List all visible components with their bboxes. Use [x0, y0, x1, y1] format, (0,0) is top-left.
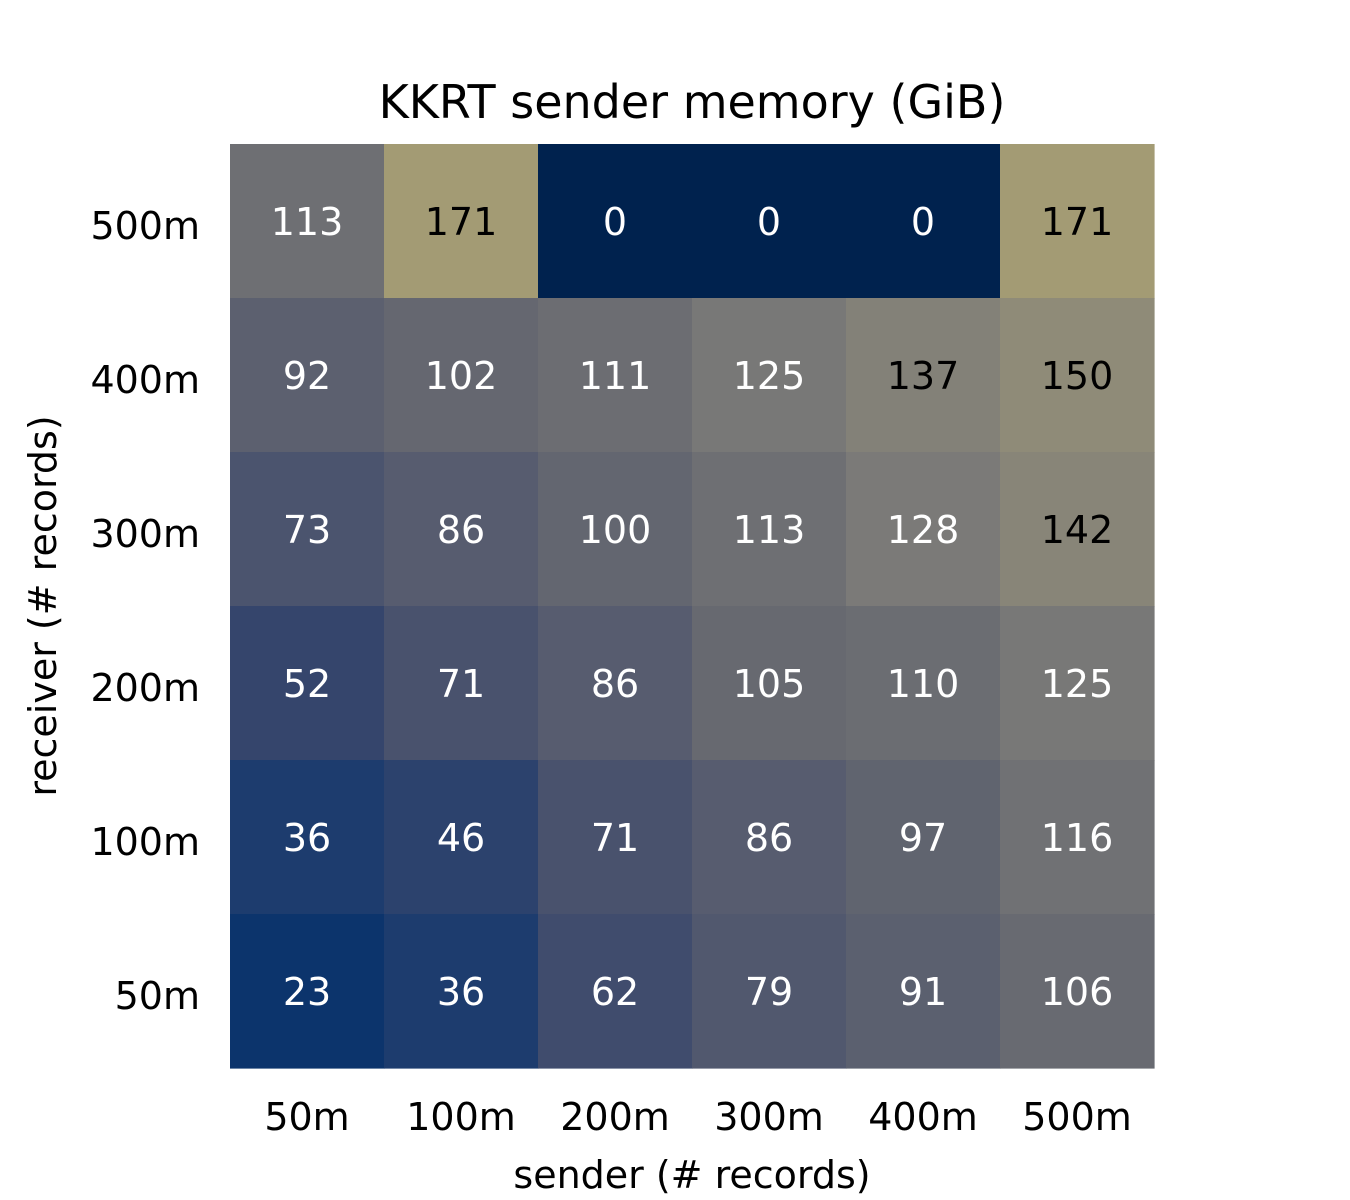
heatmap-cell: [692, 144, 847, 299]
cell-value-label: 97: [899, 816, 947, 860]
y-tick-label: 200m: [90, 666, 200, 710]
heatmap-cell: [230, 914, 385, 1069]
cell-value-label: 62: [591, 970, 639, 1014]
cell-value-label: 171: [425, 200, 498, 244]
heatmap-cell: [692, 914, 847, 1069]
heatmap-cell: [230, 606, 385, 761]
heatmap-cell: [1000, 914, 1155, 1069]
y-axis-ticks: 500m 400m 300m 200m 100m 50m: [90, 204, 200, 1018]
heatmap-cell: [384, 606, 539, 761]
y-tick-label: 100m: [90, 820, 200, 864]
cell-value-label: 111: [579, 354, 652, 398]
cell-value-label: 171: [1041, 200, 1114, 244]
cell-value-label: 86: [591, 662, 639, 706]
cell-value-label: 113: [733, 508, 806, 552]
cell-value-label: 92: [283, 354, 331, 398]
heatmap-cell: [692, 606, 847, 761]
cell-value-label: 113: [271, 200, 344, 244]
cell-value-label: 125: [733, 354, 806, 398]
y-tick-label: 400m: [90, 358, 200, 402]
heatmap-cell: [384, 760, 539, 915]
y-axis-label: receiver (# records): [21, 415, 65, 796]
heatmap-cell: [1000, 144, 1155, 299]
x-axis-ticks: 50m 100m 200m 300m 400m 500m: [264, 1095, 1131, 1139]
cell-value-label: 73: [283, 508, 331, 552]
heatmap-cell: [384, 144, 539, 299]
heatmap-cell: [384, 914, 539, 1069]
x-tick-label: 100m: [406, 1095, 516, 1139]
heatmap-cell: [384, 452, 539, 607]
cell-value-label: 86: [745, 816, 793, 860]
heatmap-cell: [230, 144, 385, 299]
heatmap-cell: [692, 760, 847, 915]
y-tick-label: 500m: [90, 204, 200, 248]
cell-value-label: 102: [425, 354, 498, 398]
x-axis-label: sender (# records): [513, 1153, 870, 1197]
y-tick-label: 50m: [115, 974, 200, 1018]
cell-value-label: 106: [1041, 970, 1114, 1014]
cell-value-label: 0: [757, 200, 781, 244]
cell-value-label: 150: [1041, 354, 1114, 398]
heatmap-cell: [846, 144, 1001, 299]
cell-value-label: 137: [887, 354, 960, 398]
cell-value-label: 36: [437, 970, 485, 1014]
heatmap-cell: [538, 452, 693, 607]
heatmap-cells: [230, 144, 1155, 1069]
heatmap-cell: [846, 606, 1001, 761]
heatmap-cell: [846, 760, 1001, 915]
chart-title: KKRT sender memory (GiB): [379, 75, 1006, 129]
heatmap-cell: [538, 606, 693, 761]
heatmap-cell: [538, 298, 693, 453]
cell-value-label: 52: [283, 662, 331, 706]
y-tick-label: 300m: [90, 512, 200, 556]
cell-value-label: 91: [899, 970, 947, 1014]
cell-value-label: 116: [1041, 816, 1114, 860]
heatmap-cell: [230, 760, 385, 915]
heatmap-cell: [538, 914, 693, 1069]
heatmap-cell: [384, 298, 539, 453]
cell-value-label: 36: [283, 816, 331, 860]
x-tick-label: 200m: [560, 1095, 670, 1139]
cell-value-label: 110: [887, 662, 960, 706]
cell-value-label: 86: [437, 508, 485, 552]
heatmap-cell: [846, 914, 1001, 1069]
cell-value-label: 142: [1041, 508, 1114, 552]
heatmap-cell: [230, 298, 385, 453]
cell-value-label: 23: [283, 970, 331, 1014]
x-tick-label: 300m: [714, 1095, 824, 1139]
cell-value-label: 46: [437, 816, 485, 860]
heatmap-cell: [538, 760, 693, 915]
heatmap-cell: [692, 298, 847, 453]
heatmap-cell: [230, 452, 385, 607]
heatmap-cell: [846, 298, 1001, 453]
cell-value-label: 125: [1041, 662, 1114, 706]
x-tick-label: 500m: [1022, 1095, 1132, 1139]
heatmap-cell-labels: 113 171 0 0 0 171 92 102 111 125 137 150 73 86 100 113 1…: [271, 200, 1114, 1014]
cell-value-label: 105: [733, 662, 806, 706]
heatmap-cell: [1000, 606, 1155, 761]
heatmap-cell: [846, 452, 1001, 607]
cell-value-label: 71: [591, 816, 639, 860]
cell-value-label: 0: [911, 200, 935, 244]
heatmap-cell: [1000, 760, 1155, 915]
cell-value-label: 79: [745, 970, 793, 1014]
cell-value-label: 128: [887, 508, 960, 552]
heatmap-cell: [1000, 298, 1155, 453]
x-tick-label: 400m: [868, 1095, 978, 1139]
cell-value-label: 100: [579, 508, 652, 552]
heatmap-cell: [538, 144, 693, 299]
cell-value-label: 0: [603, 200, 627, 244]
x-tick-label: 50m: [264, 1095, 349, 1139]
heatmap-cell: [1000, 452, 1155, 607]
cell-value-label: 71: [437, 662, 485, 706]
heatmap-cell: [692, 452, 847, 607]
